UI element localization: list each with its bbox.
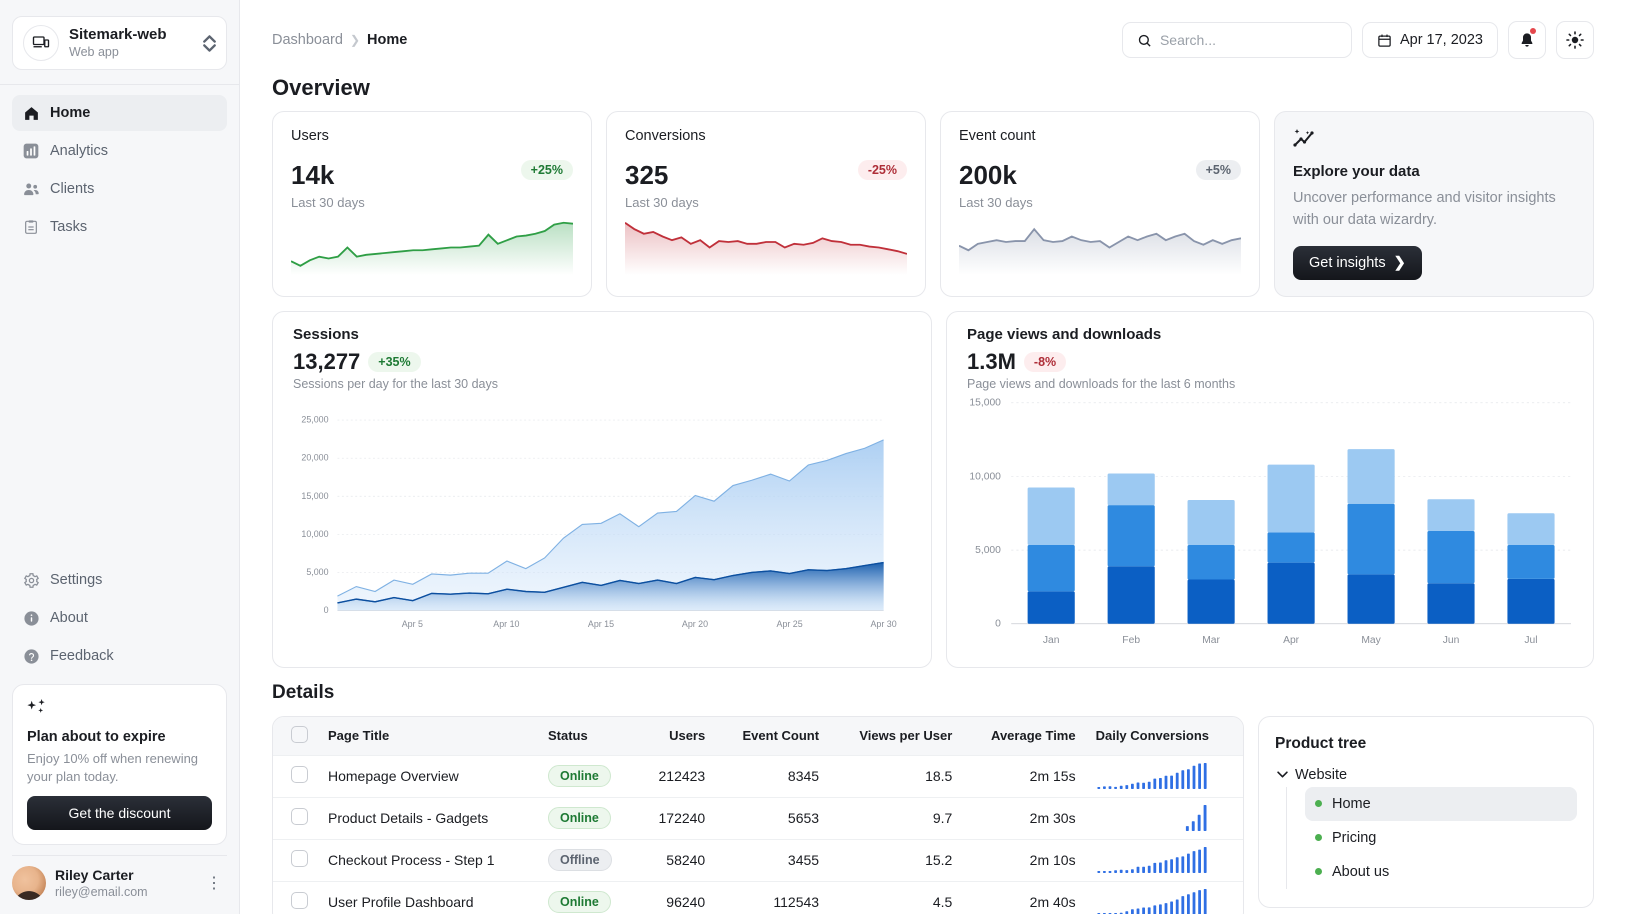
svg-text:25,000: 25,000 (301, 414, 328, 424)
svg-text:May: May (1361, 634, 1381, 645)
svg-text:Jul: Jul (1524, 634, 1537, 645)
svg-text:Apr 25: Apr 25 (777, 619, 803, 629)
svg-text:20,000: 20,000 (301, 452, 328, 462)
svg-text:Jan: Jan (1043, 634, 1060, 645)
svg-text:0: 0 (995, 618, 1001, 629)
svg-text:0: 0 (324, 605, 329, 615)
svg-text:Feb: Feb (1122, 634, 1140, 645)
svg-text:Jun: Jun (1443, 634, 1460, 645)
svg-text:15,000: 15,000 (969, 397, 1001, 408)
svg-text:Apr 5: Apr 5 (402, 619, 423, 629)
svg-text:5,000: 5,000 (306, 566, 328, 576)
svg-text:Apr 20: Apr 20 (682, 619, 708, 629)
svg-text:Apr: Apr (1283, 634, 1300, 645)
svg-text:Mar: Mar (1202, 634, 1220, 645)
svg-text:10,000: 10,000 (969, 471, 1001, 482)
svg-text:Apr 15: Apr 15 (588, 619, 614, 629)
svg-text:Apr 30: Apr 30 (871, 619, 897, 629)
svg-text:15,000: 15,000 (301, 490, 328, 500)
svg-text:10,000: 10,000 (301, 528, 328, 538)
svg-text:5,000: 5,000 (975, 545, 1001, 556)
svg-text:Apr 10: Apr 10 (493, 619, 519, 629)
